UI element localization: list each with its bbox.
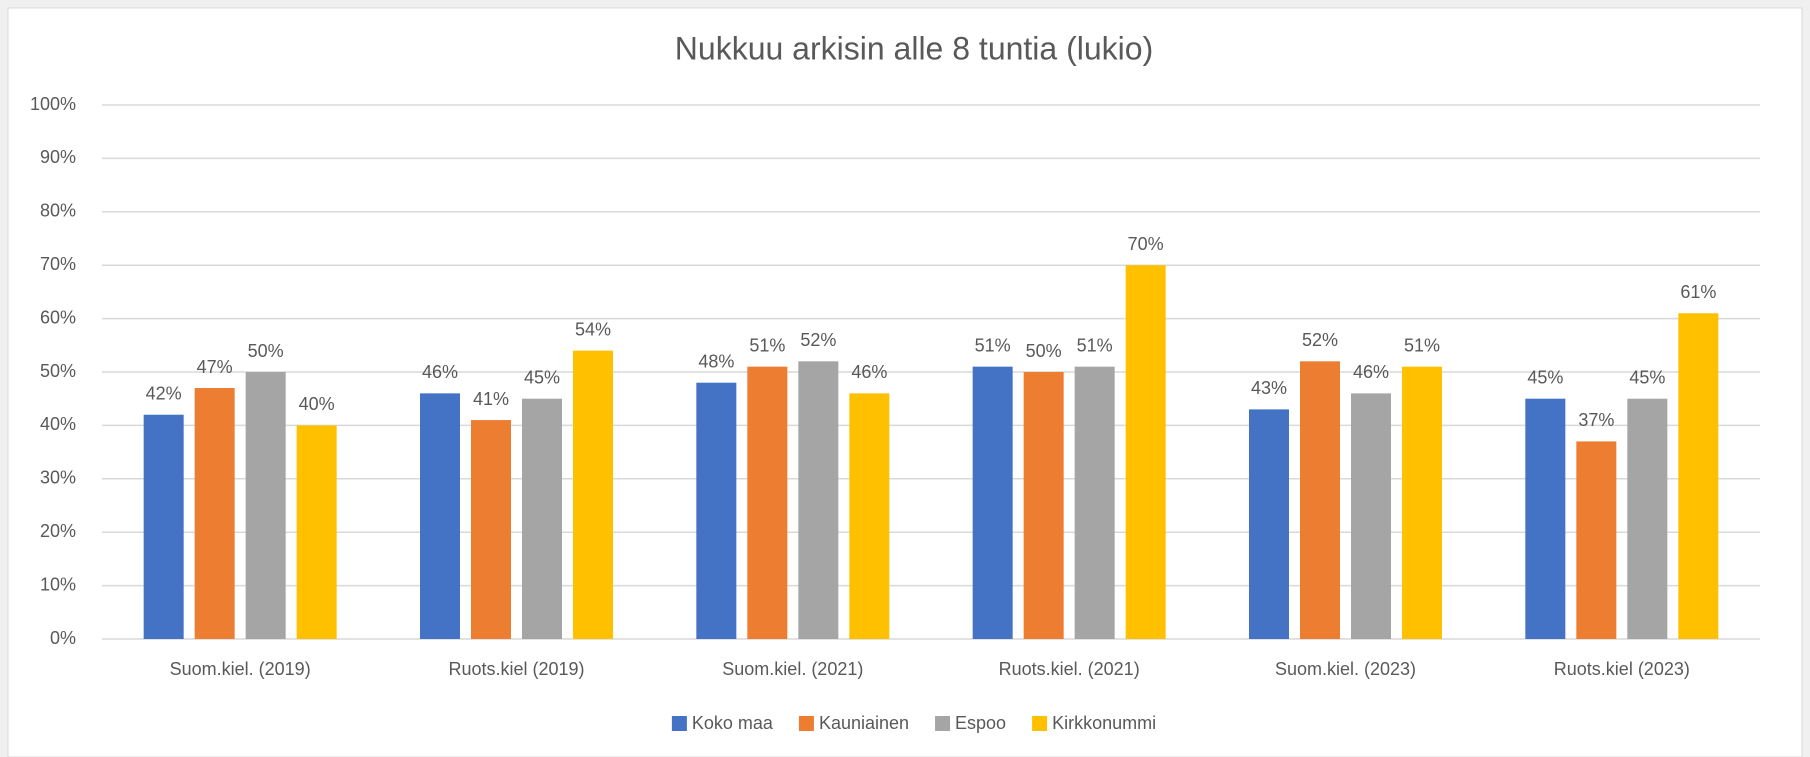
data-label: 54% (575, 319, 611, 339)
bar (1351, 393, 1391, 639)
x-tick-label: Ruots.kiel (2019) (448, 659, 584, 679)
data-label: 41% (473, 389, 509, 409)
bar (296, 425, 337, 639)
bar (696, 382, 737, 639)
legend-swatch (935, 716, 951, 731)
legend: Koko maa Kauniainen Espoo Kirkkonummi (671, 713, 1156, 733)
data-label: 51% (1404, 335, 1440, 355)
y-tick-label: 70% (40, 254, 76, 274)
data-label: 48% (698, 351, 734, 371)
legend-label: Espoo (955, 713, 1006, 733)
y-tick-label: 0% (50, 628, 76, 648)
data-label: 45% (1527, 367, 1563, 387)
x-tick-label: Suom.kiel. (2023) (1275, 659, 1416, 679)
legend-swatch (671, 716, 687, 731)
bar (1074, 366, 1115, 639)
data-label: 43% (1251, 378, 1287, 398)
bar (1525, 398, 1566, 639)
data-label: 51% (1077, 335, 1113, 355)
bar (1627, 398, 1668, 639)
data-label: 50% (1026, 341, 1062, 361)
data-label: 46% (422, 362, 458, 382)
y-tick-label: 10% (40, 574, 76, 594)
data-label: 45% (1629, 367, 1665, 387)
bar (522, 398, 562, 639)
bar (1678, 313, 1719, 639)
bar (798, 361, 839, 639)
legend-label: Koko maa (692, 713, 774, 733)
data-label: 52% (800, 330, 836, 350)
bar (573, 350, 613, 639)
bar (1576, 441, 1617, 639)
bar (1300, 361, 1340, 639)
data-label: 61% (1680, 282, 1716, 302)
legend-label: Kirkkonummi (1052, 713, 1156, 733)
legend-swatch (1032, 716, 1048, 731)
data-label: 51% (975, 335, 1011, 355)
bar (747, 366, 788, 639)
data-label: 37% (1578, 410, 1614, 430)
y-tick-label: 90% (40, 147, 76, 167)
data-label: 51% (749, 335, 785, 355)
data-label: 52% (1302, 330, 1338, 350)
chart-title: Nukkuu arkisin alle 8 tuntia (lukio) (675, 30, 1153, 66)
legend-swatch (798, 716, 814, 731)
bar (143, 414, 184, 639)
x-tick-label: Ruots.kiel. (2021) (999, 659, 1140, 679)
x-tick-label: Suom.kiel. (2021) (722, 659, 863, 679)
x-tick-label: Suom.kiel. (2019) (170, 659, 311, 679)
data-label: 40% (299, 394, 335, 414)
data-label: 42% (146, 383, 182, 403)
bar (420, 393, 460, 639)
bar (471, 420, 511, 639)
bar (245, 372, 286, 639)
y-tick-label: 20% (40, 521, 76, 541)
bar (1023, 372, 1064, 639)
y-tick-label: 60% (40, 307, 76, 327)
data-label: 46% (1353, 362, 1389, 382)
bar (1125, 265, 1166, 639)
data-label: 70% (1128, 234, 1164, 254)
bar (1249, 409, 1289, 639)
y-tick-label: 80% (40, 201, 76, 221)
bar (972, 366, 1013, 639)
legend-label: Kauniainen (819, 713, 909, 733)
y-tick-label: 30% (40, 468, 76, 488)
data-label: 50% (248, 341, 284, 361)
bar (1402, 366, 1442, 639)
x-tick-label: Ruots.kiel (2023) (1554, 659, 1690, 679)
bar (194, 388, 235, 639)
y-tick-label: 50% (40, 361, 76, 381)
data-label: 45% (524, 367, 560, 387)
data-label: 47% (197, 357, 233, 377)
y-tick-label: 100% (30, 94, 76, 114)
bar (849, 393, 890, 639)
y-tick-label: 40% (40, 414, 76, 434)
data-label: 46% (851, 362, 887, 382)
